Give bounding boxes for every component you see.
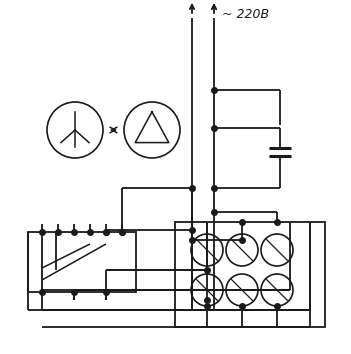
Bar: [28, 232, 136, 292]
Bar: [175, 222, 325, 327]
Text: ~ 220B: ~ 220B: [222, 8, 269, 21]
